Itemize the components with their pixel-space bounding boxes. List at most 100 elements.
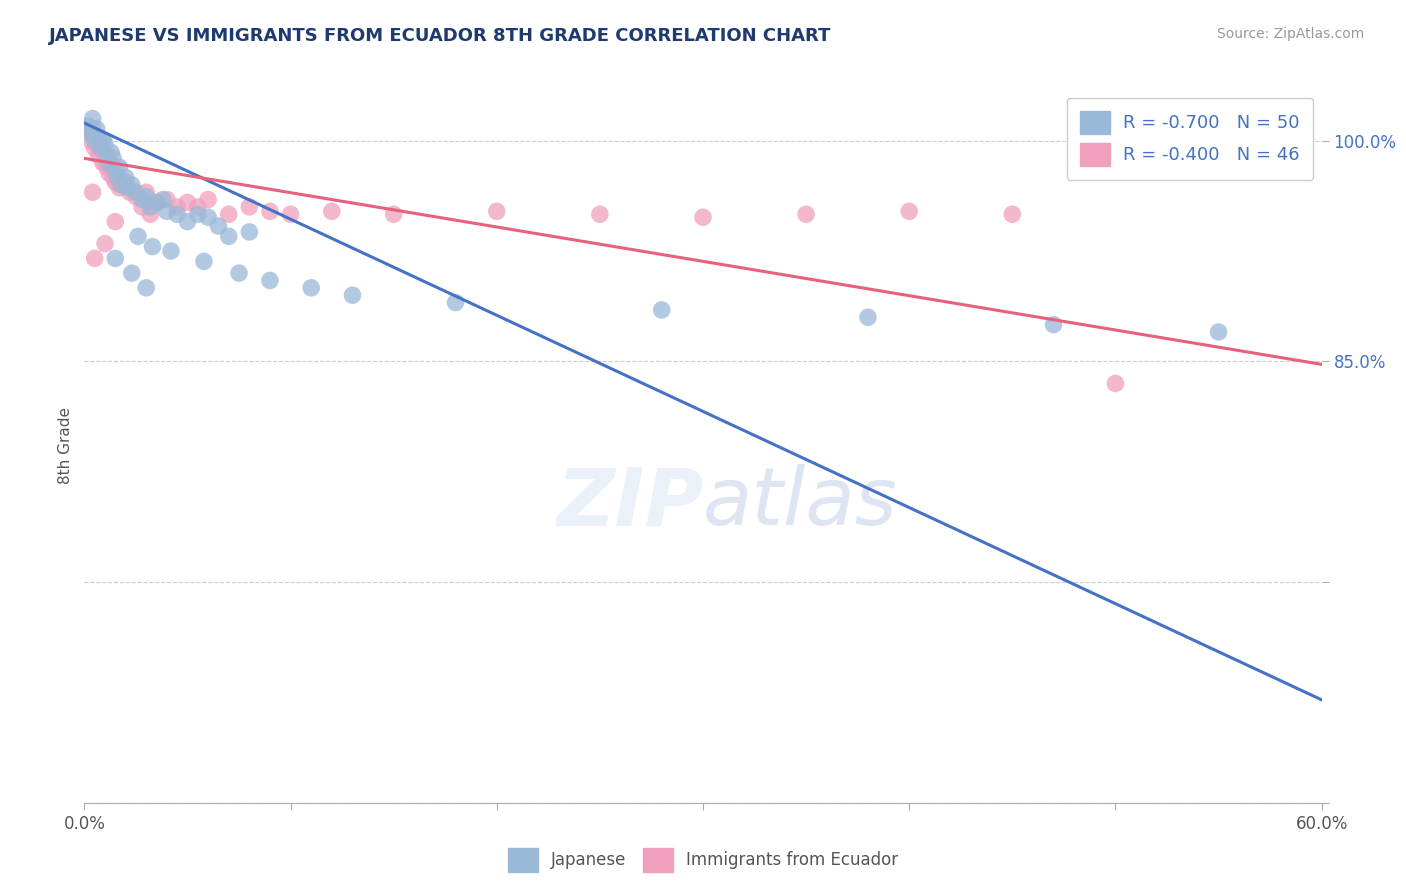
Point [218, 229, 240, 244]
Point [98, 155, 121, 169]
Point [166, 207, 188, 221]
Point [193, 254, 215, 268]
Point [259, 204, 281, 219]
Point [104, 252, 127, 266]
Point [100, 145, 122, 160]
Point [692, 211, 714, 225]
Point [145, 195, 167, 210]
Point [299, 281, 322, 295]
Point [90, 141, 112, 155]
Point [794, 207, 817, 221]
Point [131, 200, 153, 214]
Point [145, 195, 167, 210]
Point [83, 134, 105, 148]
Point [83, 141, 105, 155]
Point [197, 211, 219, 225]
Point [77, 119, 100, 133]
Point [94, 236, 117, 251]
Point [104, 163, 127, 178]
Point [1042, 318, 1064, 332]
Text: atlas: atlas [703, 464, 898, 542]
Point [100, 160, 122, 174]
Point [444, 295, 467, 310]
Point [280, 207, 302, 221]
Point [1104, 376, 1126, 391]
Point [218, 207, 240, 221]
Point [96, 148, 118, 162]
Point [121, 266, 143, 280]
Point [87, 148, 110, 162]
Point [187, 200, 209, 214]
Point [110, 178, 132, 192]
Point [156, 193, 179, 207]
Point [114, 175, 136, 189]
Point [96, 160, 118, 174]
Text: JAPANESE VS IMMIGRANTS FROM ECUADOR 8TH GRADE CORRELATION CHART: JAPANESE VS IMMIGRANTS FROM ECUADOR 8TH … [49, 27, 831, 45]
Point [105, 170, 128, 185]
Point [152, 193, 174, 207]
Point [121, 178, 143, 192]
Point [82, 122, 104, 136]
Point [228, 266, 250, 280]
Text: Source: ZipAtlas.com: Source: ZipAtlas.com [1216, 27, 1364, 41]
Point [135, 189, 157, 203]
Point [110, 178, 132, 192]
Point [156, 204, 179, 219]
Point [103, 152, 125, 166]
Point [90, 141, 112, 155]
Point [342, 288, 364, 302]
Point [91, 134, 114, 148]
Point [321, 204, 343, 219]
Point [77, 126, 100, 140]
Point [166, 200, 188, 214]
Point [94, 136, 117, 151]
Point [82, 185, 104, 199]
Point [1208, 325, 1230, 339]
Legend: Japanese, Immigrants from Ecuador: Japanese, Immigrants from Ecuador [499, 840, 907, 880]
Point [176, 214, 198, 228]
Point [87, 130, 110, 145]
Point [105, 170, 128, 185]
Point [238, 200, 260, 214]
Point [104, 214, 127, 228]
Text: ZIP: ZIP [555, 464, 703, 542]
Point [83, 252, 105, 266]
Point [114, 170, 136, 185]
Point [160, 244, 183, 258]
Point [139, 207, 162, 221]
Point [135, 185, 157, 199]
Point [79, 126, 101, 140]
Point [108, 181, 131, 195]
Point [187, 207, 209, 221]
Point [104, 175, 127, 189]
Point [898, 204, 921, 219]
Point [176, 195, 198, 210]
Point [135, 281, 157, 295]
Point [589, 207, 612, 221]
Point [131, 193, 153, 207]
Point [259, 273, 281, 287]
Point [117, 181, 139, 195]
Point [98, 166, 121, 180]
Point [127, 229, 149, 244]
Point [94, 148, 117, 162]
Point [125, 189, 148, 203]
Point [197, 193, 219, 207]
Point [141, 239, 163, 253]
Point [1001, 207, 1024, 221]
Point [82, 112, 104, 126]
Point [238, 225, 260, 239]
Point [118, 185, 141, 199]
Point [79, 134, 101, 148]
Point [651, 302, 673, 317]
Point [856, 310, 879, 325]
Point [108, 160, 131, 174]
Point [91, 155, 114, 169]
Y-axis label: 8th Grade: 8th Grade [58, 408, 73, 484]
Point [86, 136, 108, 151]
Point [125, 185, 148, 199]
Point [382, 207, 405, 221]
Point [139, 200, 162, 214]
Point [86, 122, 108, 136]
Point [103, 170, 125, 185]
